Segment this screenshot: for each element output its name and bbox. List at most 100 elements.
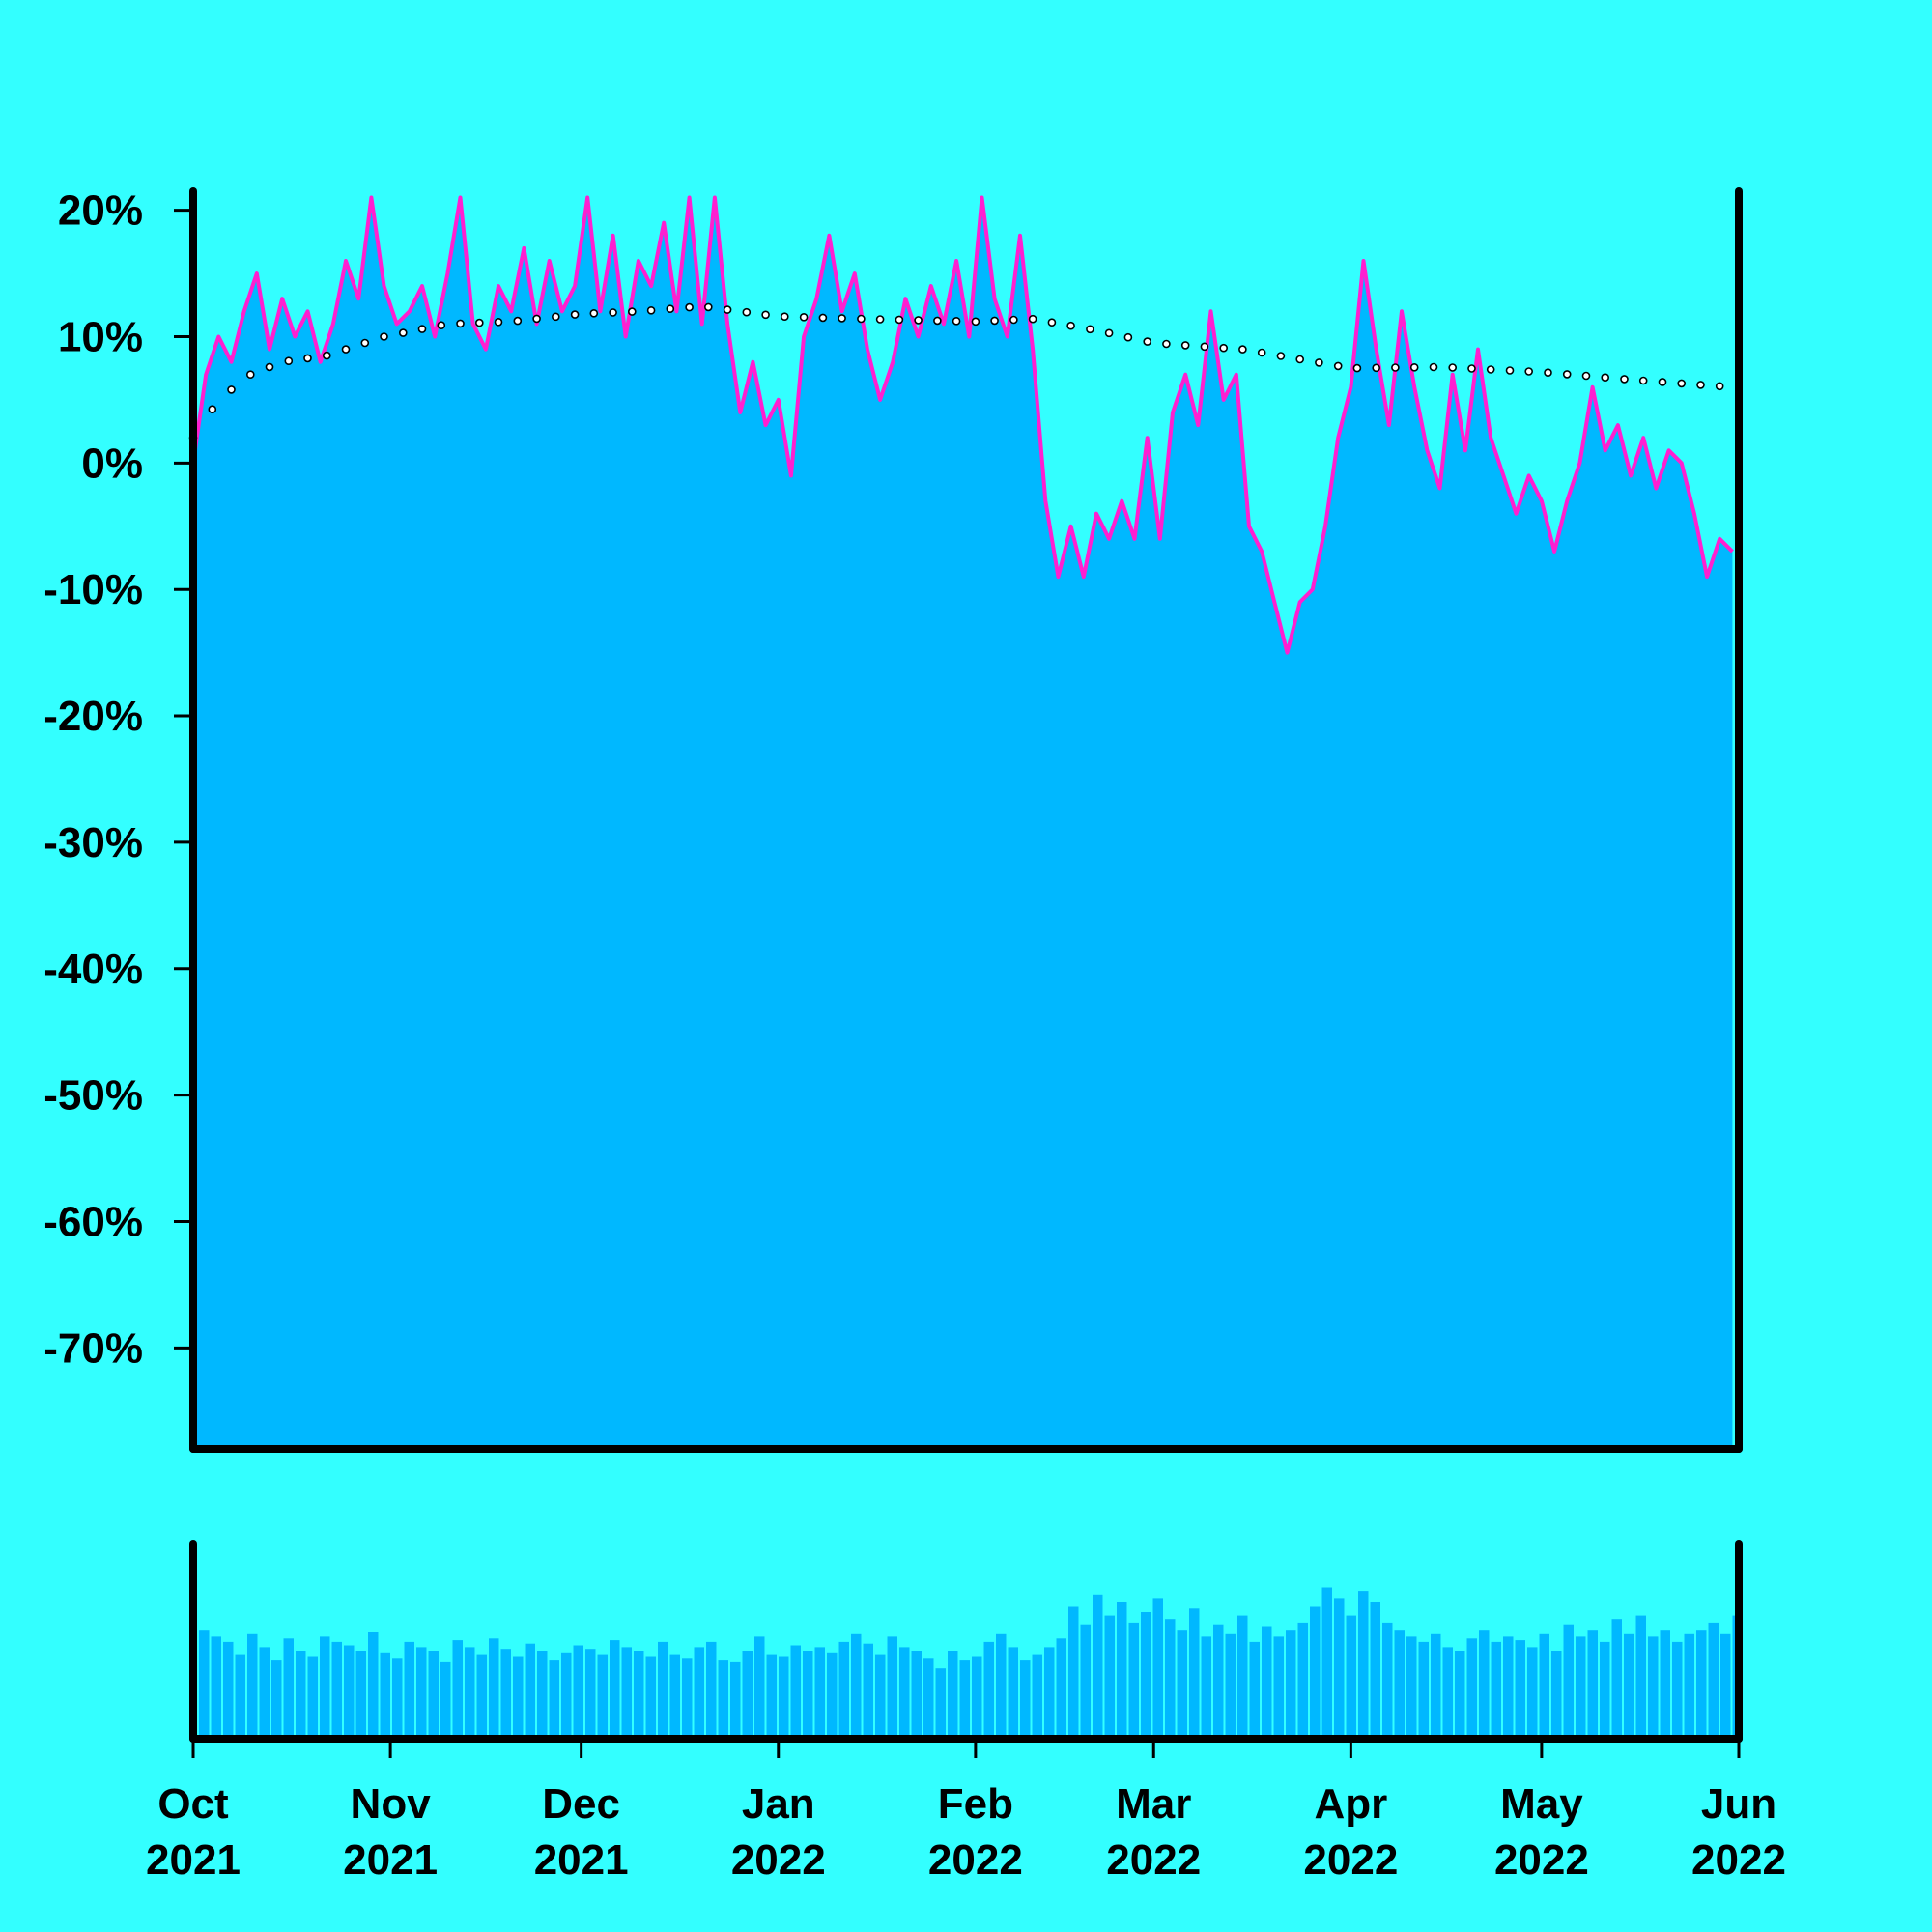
trend-point (1467, 364, 1476, 373)
trend-point (1143, 337, 1151, 346)
volume-bar (779, 1656, 789, 1739)
trend-point (627, 307, 637, 316)
volume-bar (718, 1660, 728, 1739)
trend-point (589, 308, 599, 318)
trend-point (284, 356, 294, 366)
volume-bar (1165, 1619, 1176, 1739)
volume-bar (211, 1636, 221, 1739)
volume-bar (1382, 1622, 1393, 1739)
volume-bar (1503, 1636, 1514, 1739)
trend-point (1352, 363, 1362, 373)
volume-bar (537, 1651, 548, 1739)
volume-bar (1551, 1651, 1562, 1739)
volume-bar (682, 1658, 693, 1739)
volume-bar (1684, 1633, 1694, 1739)
volume-bar (1273, 1636, 1284, 1739)
volume-bar (754, 1636, 765, 1739)
trend-point (1524, 367, 1533, 376)
volume-bar (1358, 1591, 1369, 1739)
volume-bar (875, 1654, 886, 1739)
x-tick-label-year: 2022 (731, 1836, 826, 1884)
volume-bar (1406, 1636, 1417, 1739)
trend-point (456, 319, 465, 328)
trend-point (646, 305, 656, 315)
volume-bar (1696, 1630, 1707, 1739)
trend-point (398, 328, 408, 337)
volume-bar (1177, 1630, 1187, 1739)
trend-point (1009, 315, 1018, 325)
volume-bar (380, 1652, 390, 1739)
y-tick-label: -40% (43, 946, 143, 993)
volume-bar (320, 1636, 330, 1739)
volume-bar (1093, 1594, 1103, 1739)
volume-bar (1128, 1622, 1139, 1739)
volume-bar (235, 1654, 245, 1739)
trend-point (1429, 362, 1438, 372)
x-tick-label-month: Jan (742, 1780, 815, 1828)
x-tick-label-month: Oct (157, 1780, 229, 1828)
trend-point (1638, 376, 1648, 385)
trend-point (703, 302, 713, 312)
volume-bar (1189, 1608, 1200, 1739)
trend-point (1276, 352, 1286, 360)
volume-bar (1032, 1654, 1042, 1739)
volume-bar (1418, 1641, 1429, 1739)
volume-bar (730, 1661, 741, 1739)
volume-bar (344, 1645, 355, 1739)
x-tick-label-year: 2021 (146, 1836, 241, 1884)
volume-bar (561, 1652, 572, 1739)
trend-point (1658, 378, 1667, 386)
trend-point (322, 351, 331, 360)
x-tick-label-year: 2022 (1106, 1836, 1201, 1884)
trend-point (971, 317, 980, 327)
trend-point (551, 312, 560, 322)
trend-point (245, 370, 255, 380)
volume-bar (948, 1651, 958, 1739)
series-line (191, 195, 1734, 655)
y-tick-label: -50% (43, 1072, 143, 1120)
volume-bar (1249, 1641, 1260, 1739)
trend-point (1295, 355, 1304, 364)
volume-bar (1563, 1624, 1574, 1739)
volume-bar (1611, 1619, 1622, 1739)
volume-bar (1660, 1630, 1670, 1739)
volume-bar (1624, 1633, 1634, 1739)
trend-point (1391, 363, 1400, 372)
x-tick-label-month: Mar (1116, 1780, 1191, 1828)
x-tick-label-month: Feb (938, 1780, 1013, 1828)
volume-bar (621, 1647, 632, 1739)
trend-point (303, 354, 312, 363)
volume-bar (476, 1654, 487, 1739)
trend-point (838, 314, 846, 323)
volume-bar (935, 1668, 946, 1739)
y-tick-label: -60% (43, 1198, 143, 1245)
volume-bar (1587, 1630, 1598, 1739)
trend-point (1581, 371, 1591, 381)
trend-point (1505, 366, 1515, 375)
volume-bar (525, 1643, 535, 1739)
trend-point (609, 308, 617, 317)
trend-point (1409, 362, 1419, 372)
trend-point (380, 332, 388, 341)
volume-bar (1576, 1636, 1586, 1739)
trend-point (513, 316, 523, 326)
volume-bar (597, 1654, 608, 1739)
series-area (193, 197, 1733, 1449)
volume-bar (1201, 1636, 1211, 1739)
trend-point (666, 304, 675, 314)
volume-bar (851, 1633, 862, 1739)
volume-bar (911, 1651, 922, 1739)
volume-bar (368, 1632, 379, 1739)
x-tick-label-month: May (1500, 1780, 1583, 1828)
volume-bar (790, 1645, 801, 1739)
volume-bar (694, 1647, 704, 1739)
trend-point (532, 314, 541, 324)
volume-bar (259, 1647, 270, 1739)
volume-bar (1346, 1615, 1356, 1739)
trend-point (990, 316, 999, 326)
trend-point (1238, 345, 1247, 354)
volume-bar (1370, 1602, 1380, 1739)
y-tick-label: 0% (81, 440, 143, 487)
